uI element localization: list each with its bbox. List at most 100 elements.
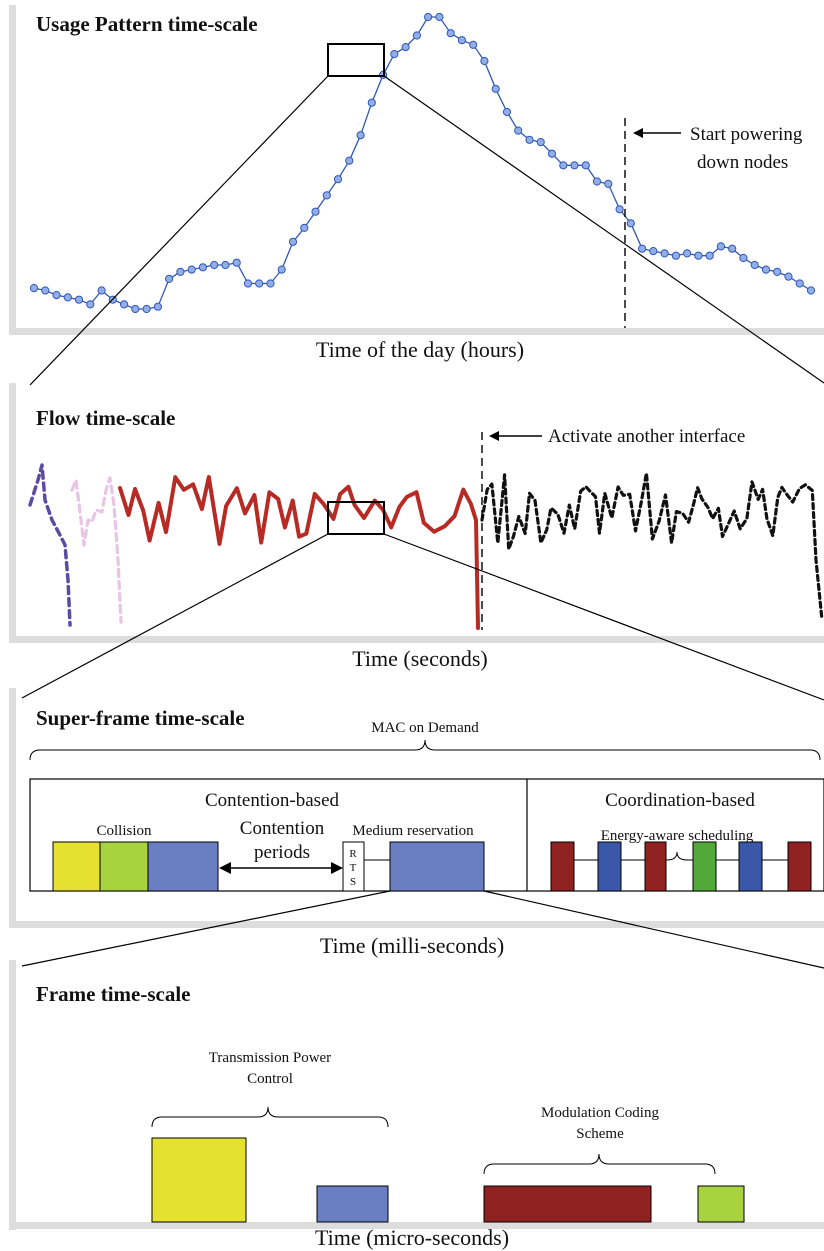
- frame-block-green-fast-coding: [697, 1185, 745, 1223]
- usage-point: [243, 279, 253, 288]
- usage-point: [626, 219, 635, 228]
- usage-point: [649, 247, 658, 256]
- usage-point: [367, 98, 376, 107]
- usage-point: [784, 272, 793, 281]
- contention-based-label: Contention-based: [205, 790, 340, 811]
- collision-label: Collision: [96, 823, 152, 839]
- usage-point: [390, 50, 399, 59]
- usage-point: [333, 175, 343, 184]
- usage-point: [345, 156, 354, 165]
- frame-x-axis-label: Time (micro-seconds): [315, 1225, 509, 1250]
- usage-title: Usage Pattern time-scale: [36, 12, 258, 36]
- usage-point: [581, 161, 590, 170]
- flow-x-axis-label: Time (seconds): [352, 646, 487, 671]
- interface-switch-arrowhead: [489, 431, 499, 441]
- flow-trace-black: [480, 471, 824, 622]
- usage-point: [638, 244, 647, 253]
- rts-block-body: [342, 841, 365, 892]
- usage-point: [424, 12, 433, 22]
- scheduled-slot-red-1: [550, 841, 575, 892]
- collision-block-green-body: [99, 841, 149, 892]
- rts-letter-t: T: [350, 862, 357, 874]
- usage-point: [74, 295, 84, 304]
- tpc-brace: [151, 1106, 389, 1128]
- zoom-line-flow-right: [383, 533, 824, 701]
- rts-letter-r: R: [349, 848, 357, 860]
- usage-point: [311, 207, 320, 216]
- zoom-line-flow-left: [21, 533, 329, 699]
- usage-point: [29, 284, 39, 293]
- usage-point: [63, 293, 72, 302]
- usage-point: [660, 249, 669, 258]
- flow-traces: [28, 463, 824, 630]
- mcs-label-line1: Modulation Coding: [541, 1105, 659, 1121]
- usage-point: [176, 267, 185, 276]
- usage-point: [559, 161, 568, 170]
- superframe-axis-left: [9, 688, 16, 928]
- contention-arrowhead-right: [331, 862, 343, 874]
- flow-zoom-box: [327, 501, 385, 535]
- usage-x-axis-label: Time of the day (hours): [316, 337, 524, 362]
- zoom-line-superframe-right: [483, 890, 824, 969]
- usage-point: [671, 251, 681, 260]
- usage-point: [750, 260, 759, 270]
- usage-point: [52, 291, 61, 300]
- usage-point: [773, 267, 782, 276]
- flow-axis-left: [9, 383, 16, 643]
- usage-point: [728, 244, 737, 253]
- energy-scheduling-label: Energy-aware scheduling: [601, 828, 754, 844]
- usage-point: [255, 279, 264, 288]
- usage-point: [615, 205, 624, 214]
- zoom-line-usage-left: [29, 75, 329, 386]
- usage-point: [153, 302, 162, 311]
- flow-trace-red: [118, 475, 480, 630]
- superframe-title: Super-frame time-scale: [36, 706, 245, 730]
- scheduled-slot-red-3: [787, 841, 812, 892]
- collision-block-yellow-body: [52, 841, 101, 892]
- scheduled-slot-green: [692, 841, 717, 892]
- power-down-annotation-line1: Start powering: [690, 124, 803, 145]
- usage-point: [446, 29, 455, 38]
- usage-point: [131, 304, 140, 314]
- usage-point: [401, 43, 410, 52]
- usage-point: [277, 265, 286, 274]
- usage-point: [536, 138, 545, 147]
- flow-trace-purple: [28, 463, 72, 627]
- usage-point: [165, 274, 174, 283]
- frame-axis-bottom: [9, 1222, 824, 1229]
- tpc-label-line1: Transmission Power: [209, 1050, 331, 1066]
- usage-point: [120, 300, 129, 309]
- scheduled-slot-blue-2: [738, 841, 763, 892]
- usage-point: [412, 31, 421, 40]
- usage-point: [514, 126, 523, 135]
- usage-point: [469, 40, 478, 49]
- usage-point: [716, 242, 726, 251]
- reserved-data-block-body: [389, 841, 485, 892]
- usage-point: [435, 12, 444, 22]
- frame-axis-left: [9, 960, 16, 1230]
- contention-periods-line1: Contention: [240, 818, 325, 839]
- coordination-based-label: Coordination-based: [605, 790, 755, 811]
- superframe-x-axis-label: Time (milli-seconds): [320, 933, 504, 958]
- usage-point: [491, 84, 500, 93]
- mcs-brace: [483, 1153, 716, 1175]
- usage-point: [210, 260, 219, 270]
- interface-annotation: Activate another interface: [548, 426, 745, 447]
- frame-title: Frame time-scale: [36, 982, 191, 1006]
- usage-point: [705, 251, 714, 260]
- medium-reservation-label: Medium reservation: [352, 823, 474, 839]
- contention-periods-line2: periods: [254, 842, 310, 863]
- usage-series-line: [33, 16, 812, 310]
- usage-point: [356, 131, 365, 140]
- mac-on-demand-label: MAC on Demand: [371, 720, 479, 736]
- usage-point: [198, 263, 207, 272]
- tpc-label-line2: Control: [247, 1071, 293, 1087]
- scheduled-slot-blue-1: [597, 841, 622, 892]
- flow-axis-bottom: [9, 636, 824, 643]
- usage-point: [97, 286, 106, 295]
- superframe-blocks-tall: [52, 841, 812, 892]
- usage-axis-bottom: [9, 328, 824, 335]
- usage-point: [592, 177, 602, 186]
- usage-point: [266, 279, 275, 288]
